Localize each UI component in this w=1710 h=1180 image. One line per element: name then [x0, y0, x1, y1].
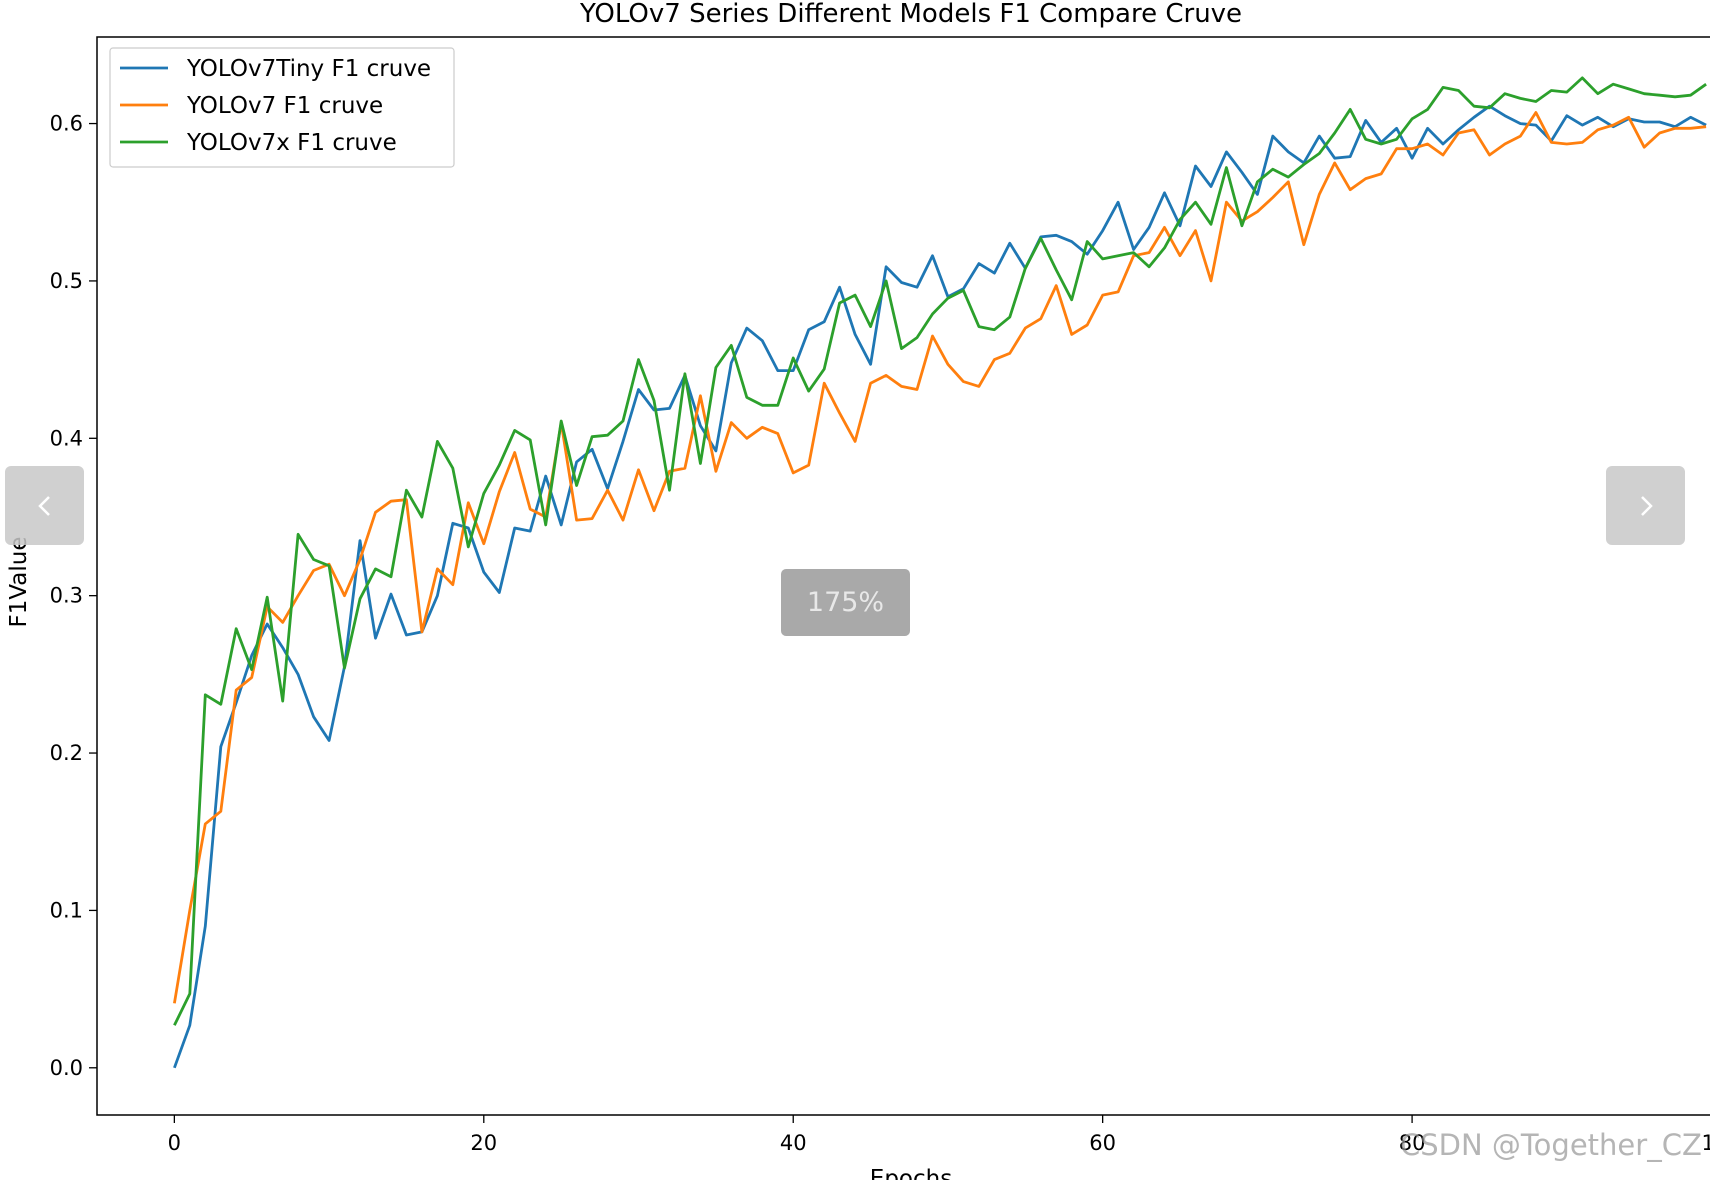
series-line-2: [173, 111, 1707, 1004]
y-axis-label: F1Value: [6, 536, 32, 627]
x-axis-label: Epochs: [870, 1166, 952, 1180]
y-tick-label: 0.4: [50, 426, 83, 450]
legend: YOLOv7Tiny F1 cruve YOLOv7 F1 cruve YOLOv7…: [109, 47, 455, 168]
x-tick-label: 0: [168, 1131, 181, 1155]
chart-title: YOLOv7 Series Different Models F1 Compar…: [579, 0, 1242, 29]
watermark: CSDN @Together_CZ: [1400, 1128, 1702, 1162]
y-tick-label: 0.1: [50, 898, 83, 922]
legend-box: [109, 47, 455, 168]
chevron-left-icon: [37, 495, 50, 516]
x-axis: 0 20 40 60 80 100: [168, 1115, 1710, 1155]
plot-frame: [96, 36, 1710, 1116]
x-tick-label: 40: [780, 1131, 807, 1155]
y-tick-label: 0.3: [50, 584, 83, 608]
x-tick-label: 60: [1089, 1131, 1116, 1155]
y-axis: 0.0 0.1 0.2 0.3 0.4 0.5 0.6: [50, 112, 97, 1080]
y-tick-label: 0.5: [50, 269, 83, 293]
previous-image-button[interactable]: [5, 466, 84, 545]
legend-label: YOLOv7Tiny F1 cruve: [186, 56, 431, 82]
y-tick-label: 0.0: [50, 1056, 83, 1080]
legend-label: YOLOv7x F1 cruve: [186, 130, 397, 156]
y-tick-label: 0.2: [50, 741, 83, 765]
zoom-level-badge: 175%: [781, 569, 910, 636]
series-line-1: [173, 104, 1707, 1069]
chevron-right-icon: [1640, 495, 1653, 516]
y-tick-label: 0.6: [50, 112, 83, 136]
series-lines: [173, 76, 1707, 1069]
legend-label: YOLOv7 F1 cruve: [186, 93, 383, 119]
series-line-3: [173, 76, 1707, 1026]
x-tick-label: 80: [1399, 1131, 1426, 1155]
x-tick-label: 100: [1701, 1131, 1710, 1155]
x-tick-label: 20: [470, 1131, 497, 1155]
next-image-button[interactable]: [1606, 466, 1685, 545]
